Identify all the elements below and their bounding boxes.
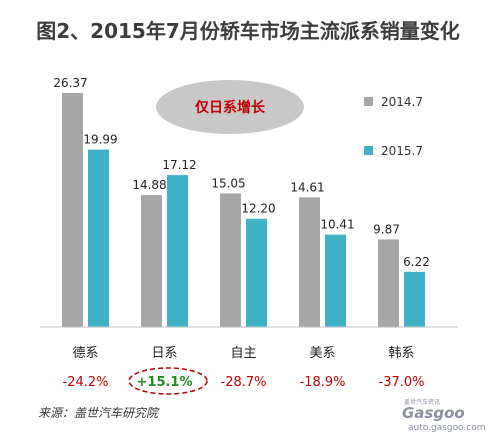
bar-2015-3 (325, 234, 346, 327)
bar-2014-2 (220, 193, 241, 327)
value-label-2015-2: 12.20 (241, 202, 275, 216)
value-label-2014-4: 9.87 (373, 222, 400, 236)
change-labels: -24.2% +15.1% -28.7% -18.9% -37.0% (63, 375, 425, 390)
value-label-2014-3: 14.61 (290, 180, 324, 194)
value-label-2015-3: 10.41 (320, 218, 354, 232)
value-label-2014-0: 26.37 (53, 76, 87, 90)
category-labels: 德系 日系 自主 美系 韩系 (72, 346, 414, 361)
bar-2014-3 (299, 197, 320, 327)
watermark-brand: Gasgoo (402, 404, 465, 422)
legend-swatch-2015 (364, 146, 373, 155)
value-label-2015-0: 19.99 (83, 133, 117, 147)
bar-2015-1 (167, 175, 188, 327)
bar-2015-2 (246, 218, 267, 327)
bar-2015-4 (404, 271, 425, 327)
bar-2014-4 (378, 239, 399, 327)
bar-2014-0 (62, 93, 83, 327)
change-label-0: -24.2% (63, 375, 109, 390)
value-label-2014-2: 15.05 (211, 176, 245, 190)
category-label-0: 德系 (72, 346, 98, 361)
watermark-cn: 盖世汽车资讯 (404, 398, 440, 406)
category-label-2: 自主 (230, 346, 256, 361)
annotation-ellipse (156, 80, 304, 134)
legend-label-2015: 2015.7 (381, 144, 423, 158)
value-label-2015-1: 17.12 (162, 158, 196, 172)
source-text: 来源：盖世汽车研究院 (38, 406, 160, 420)
bars-group: 26.37 19.99 14.88 17.12 15.05 12.20 14.61 10.41… (53, 76, 430, 327)
category-label-3: 美系 (309, 346, 335, 361)
change-label-4: -37.0% (379, 375, 425, 390)
legend-swatch-2014 (364, 97, 373, 106)
value-label-2015-4: 6.22 (403, 255, 430, 269)
watermark-url: auto.gasgoo.com (408, 423, 486, 433)
legend-label-2014: 2014.7 (381, 95, 423, 109)
value-label-2014-1: 14.88 (132, 178, 166, 192)
annotation-text: 仅日系增长 (194, 99, 266, 116)
bar-2015-0 (88, 149, 109, 327)
chart-title: 图2、2015年7月份轿车市场主流派系销量变化 (36, 19, 460, 43)
change-label-2: -28.7% (221, 375, 267, 390)
category-label-1: 日系 (151, 346, 177, 361)
change-label-1: +15.1% (137, 375, 193, 390)
category-label-4: 韩系 (388, 346, 414, 361)
highlight-ellipse (128, 367, 208, 395)
bar-2014-1 (141, 194, 162, 327)
change-label-3: -18.9% (300, 375, 346, 390)
